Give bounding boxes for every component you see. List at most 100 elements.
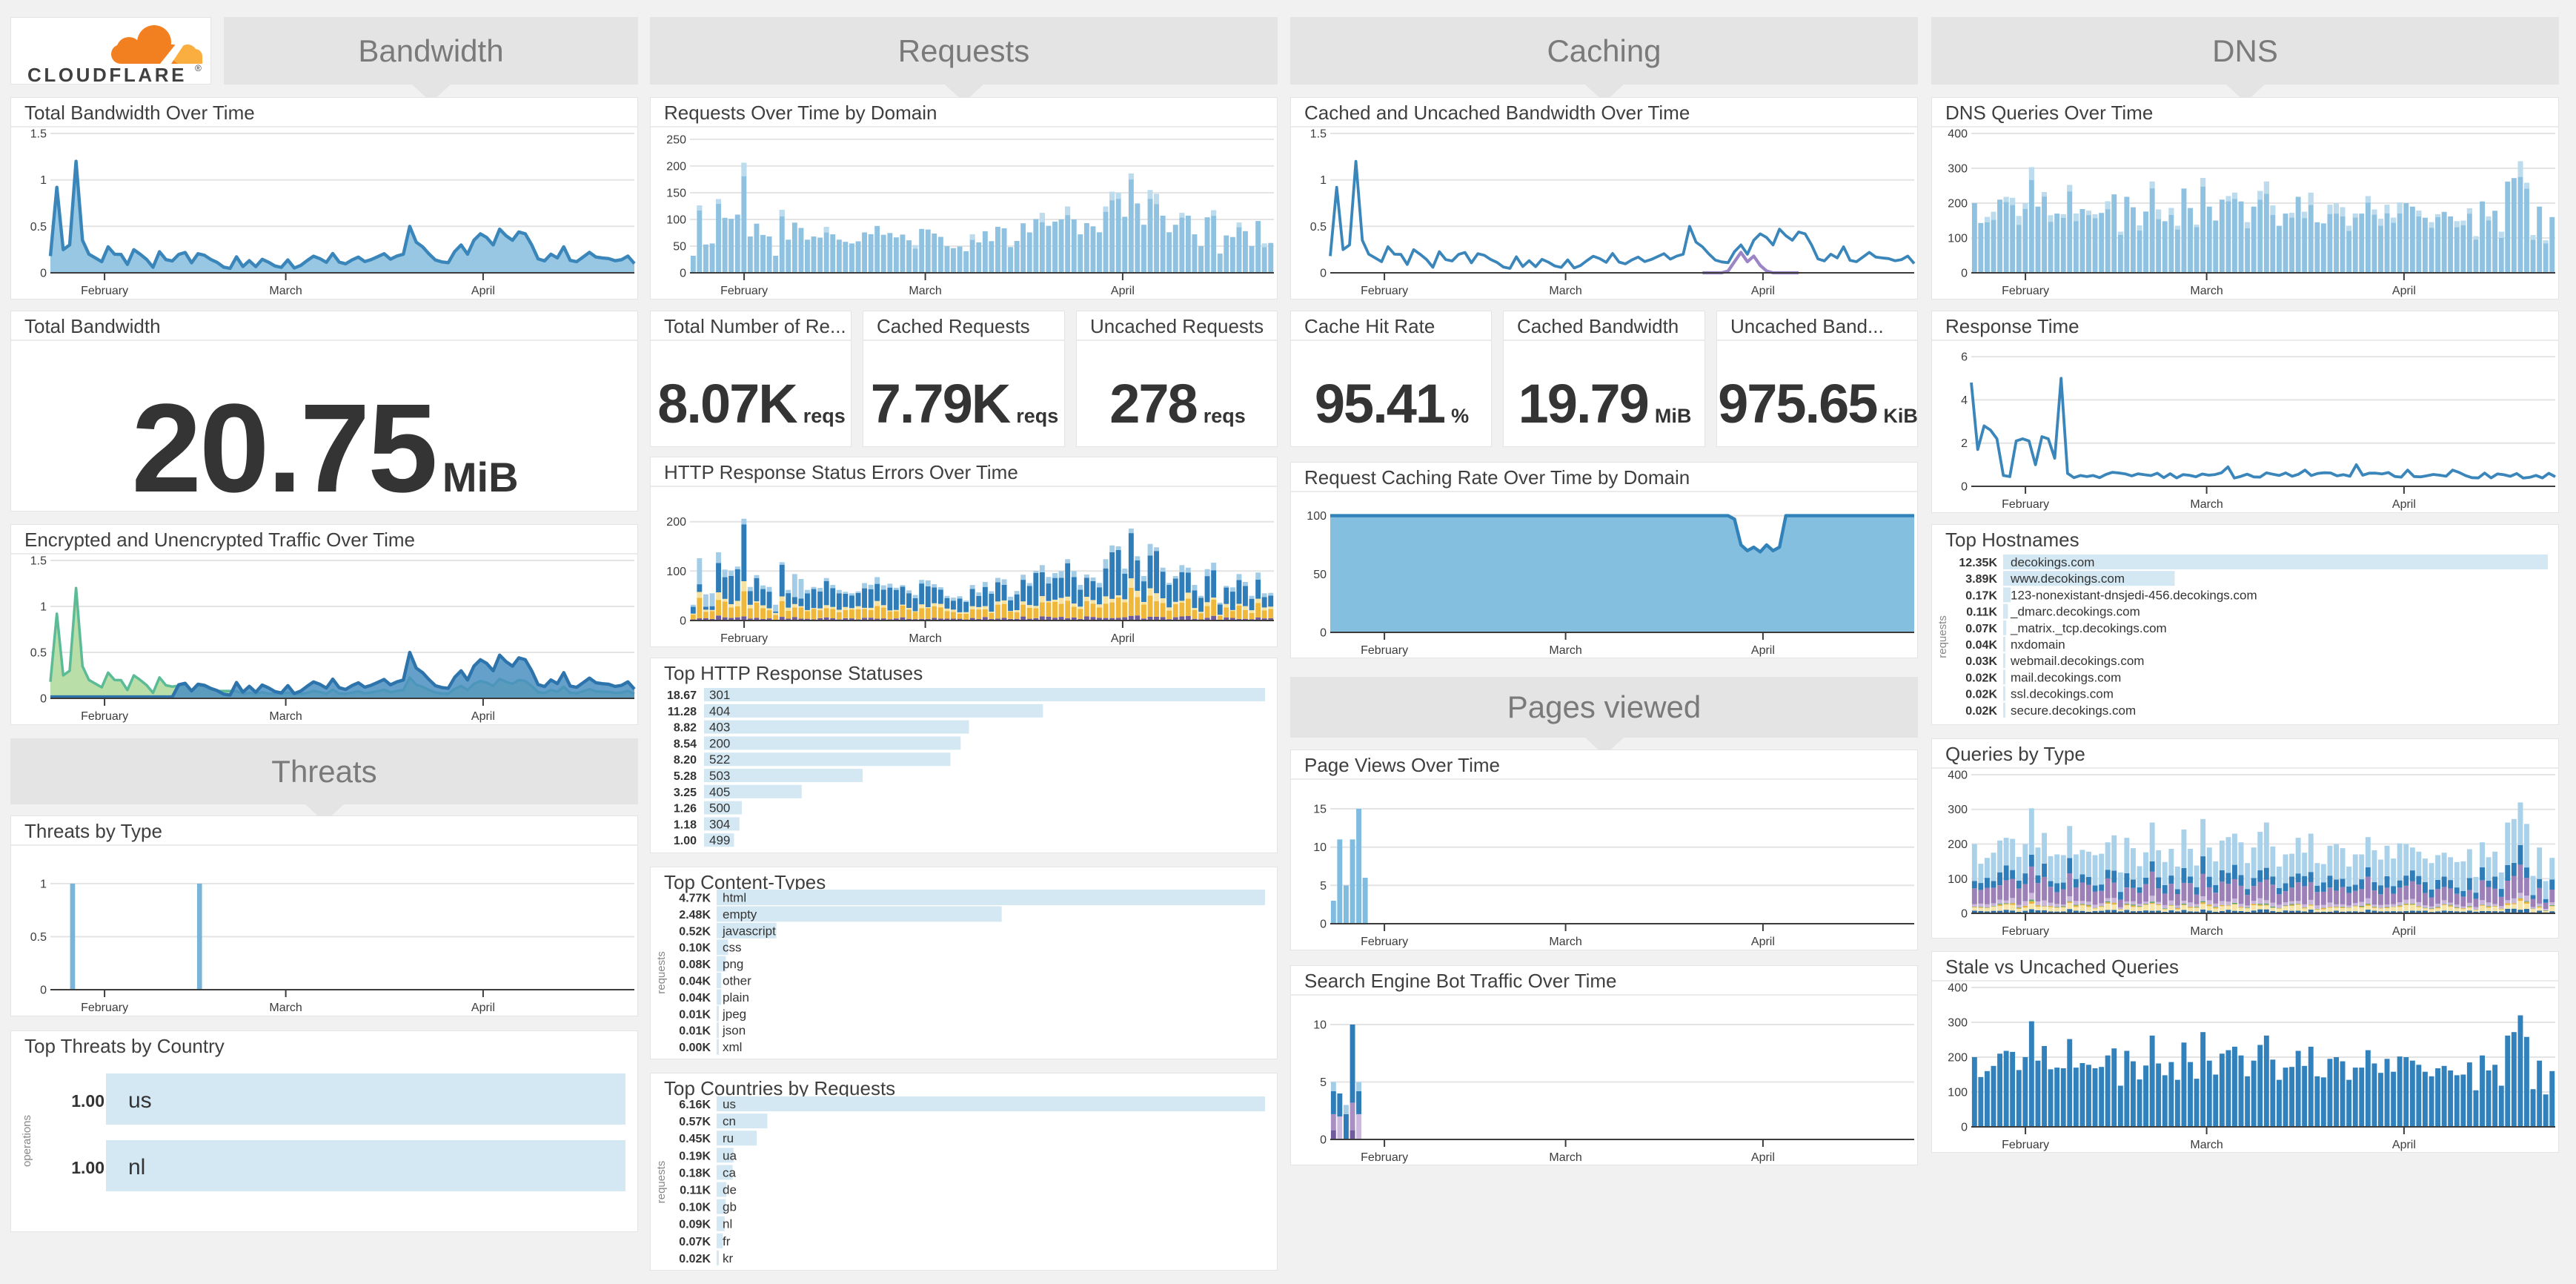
svg-text:0: 0 [1961, 268, 1968, 280]
svg-text:5: 5 [1320, 1076, 1327, 1089]
svg-text:March: March [909, 285, 941, 297]
svg-text:empty: empty [723, 907, 757, 921]
svg-text:200: 200 [709, 736, 730, 750]
svg-text:us: us [128, 1088, 152, 1113]
svg-text:200: 200 [666, 516, 686, 529]
svg-text:1: 1 [1320, 174, 1327, 187]
svg-text:April: April [471, 710, 495, 723]
svg-text:6.16K: 6.16K [679, 1099, 711, 1111]
svg-text:February: February [81, 285, 128, 297]
svg-text:0: 0 [1961, 1122, 1968, 1134]
svg-text:12.35K: 12.35K [1959, 557, 1997, 569]
svg-text:March: March [2190, 498, 2223, 511]
svg-text:0.5: 0.5 [1310, 221, 1327, 234]
svg-text:0.02K: 0.02K [1965, 672, 1997, 684]
svg-text:0: 0 [1320, 627, 1327, 640]
svg-text:March: March [1549, 936, 1581, 948]
svg-text:fr: fr [723, 1234, 731, 1248]
svg-text:0.02K: 0.02K [1965, 705, 1997, 718]
svg-text:0.02K: 0.02K [679, 1253, 711, 1265]
svg-text:requests: requests [1936, 615, 1949, 658]
svg-text:February: February [1361, 1151, 1408, 1164]
svg-text:15: 15 [1313, 804, 1327, 816]
svg-text:ssl.decokings.com: ssl.decokings.com [2011, 687, 2114, 701]
svg-text:404: 404 [709, 704, 730, 718]
svg-text:March: March [909, 632, 941, 645]
svg-text:April: April [2392, 285, 2416, 297]
svg-text:www.decokings.com: www.decokings.com [2010, 572, 2125, 586]
svg-text:0: 0 [40, 268, 47, 280]
svg-text:CLOUDFLARE: CLOUDFLARE [27, 64, 187, 85]
svg-text:100: 100 [666, 566, 686, 578]
svg-text:0.57K: 0.57K [679, 1116, 711, 1128]
svg-text:February: February [720, 632, 768, 645]
svg-text:0.04K: 0.04K [679, 976, 711, 988]
svg-text:nl: nl [128, 1155, 145, 1179]
svg-text:5.28: 5.28 [674, 770, 697, 783]
svg-text:0.10K: 0.10K [679, 1202, 711, 1214]
svg-text:1.00: 1.00 [674, 835, 697, 847]
svg-text:February: February [2002, 498, 2049, 511]
svg-text:ru: ru [723, 1131, 734, 1145]
svg-text:1.18: 1.18 [674, 818, 697, 831]
svg-text:300: 300 [1948, 804, 1968, 816]
svg-text:200: 200 [1948, 838, 1968, 851]
svg-text:0: 0 [40, 984, 47, 997]
svg-text:1: 1 [40, 601, 47, 614]
svg-text:®: ® [195, 63, 202, 73]
svg-text:March: March [2190, 925, 2223, 938]
svg-text:0.11K: 0.11K [1966, 606, 1997, 619]
svg-text:decokings.com: decokings.com [2011, 555, 2094, 569]
svg-text:200: 200 [1948, 1052, 1968, 1065]
svg-text:0.5: 0.5 [30, 931, 47, 944]
svg-text:April: April [1751, 644, 1775, 657]
svg-text:300: 300 [1948, 1017, 1968, 1030]
svg-text:1.5: 1.5 [30, 555, 47, 568]
svg-text:0.45K: 0.45K [679, 1133, 711, 1145]
svg-text:3.89K: 3.89K [1965, 573, 1997, 586]
svg-text:0.01K: 0.01K [679, 1025, 711, 1038]
svg-text:February: February [2002, 285, 2049, 297]
svg-text:0.04K: 0.04K [1965, 639, 1997, 652]
svg-text:400: 400 [1948, 982, 1968, 995]
svg-text:0.01K: 0.01K [679, 1008, 711, 1021]
svg-text:4: 4 [1961, 394, 1968, 407]
svg-text:0: 0 [1320, 919, 1327, 931]
svg-text:March: March [2190, 1139, 2223, 1151]
svg-text:1: 1 [40, 174, 47, 187]
svg-text:April: April [1751, 285, 1775, 297]
svg-text:301: 301 [709, 688, 730, 702]
svg-text:1.26: 1.26 [674, 803, 697, 815]
svg-text:0.02K: 0.02K [1965, 689, 1997, 701]
svg-text:0: 0 [680, 615, 686, 628]
svg-text:February: February [1361, 285, 1408, 297]
svg-text:4.77K: 4.77K [679, 893, 711, 905]
svg-text:403: 403 [709, 721, 730, 735]
svg-text:jpeg: jpeg [722, 1007, 746, 1021]
svg-text:March: March [269, 285, 302, 297]
svg-text:150: 150 [666, 188, 686, 200]
svg-text:cn: cn [723, 1114, 736, 1128]
svg-text:123-nonexistant-dnsjedi-456.de: 123-nonexistant-dnsjedi-456.decokings.co… [2011, 588, 2257, 602]
svg-text:April: April [2392, 498, 2416, 511]
svg-text:April: April [1111, 632, 1135, 645]
svg-text:50: 50 [1313, 569, 1327, 581]
svg-text:0.18K: 0.18K [679, 1167, 711, 1179]
svg-text:522: 522 [709, 752, 730, 767]
svg-text:499: 499 [709, 833, 730, 847]
svg-text:11.28: 11.28 [668, 706, 697, 718]
svg-text:0.07K: 0.07K [1965, 623, 1997, 635]
svg-text:400: 400 [1948, 770, 1968, 782]
svg-text:0: 0 [1320, 1134, 1327, 1147]
svg-text:400: 400 [1948, 128, 1968, 141]
svg-text:0: 0 [1961, 481, 1968, 494]
svg-text:April: April [2392, 925, 2416, 938]
svg-text:April: April [471, 285, 495, 297]
svg-text:json: json [722, 1024, 746, 1038]
svg-text:March: March [1549, 644, 1581, 657]
svg-text:0.17K: 0.17K [1965, 589, 1997, 602]
svg-text:0.00K: 0.00K [679, 1042, 711, 1054]
